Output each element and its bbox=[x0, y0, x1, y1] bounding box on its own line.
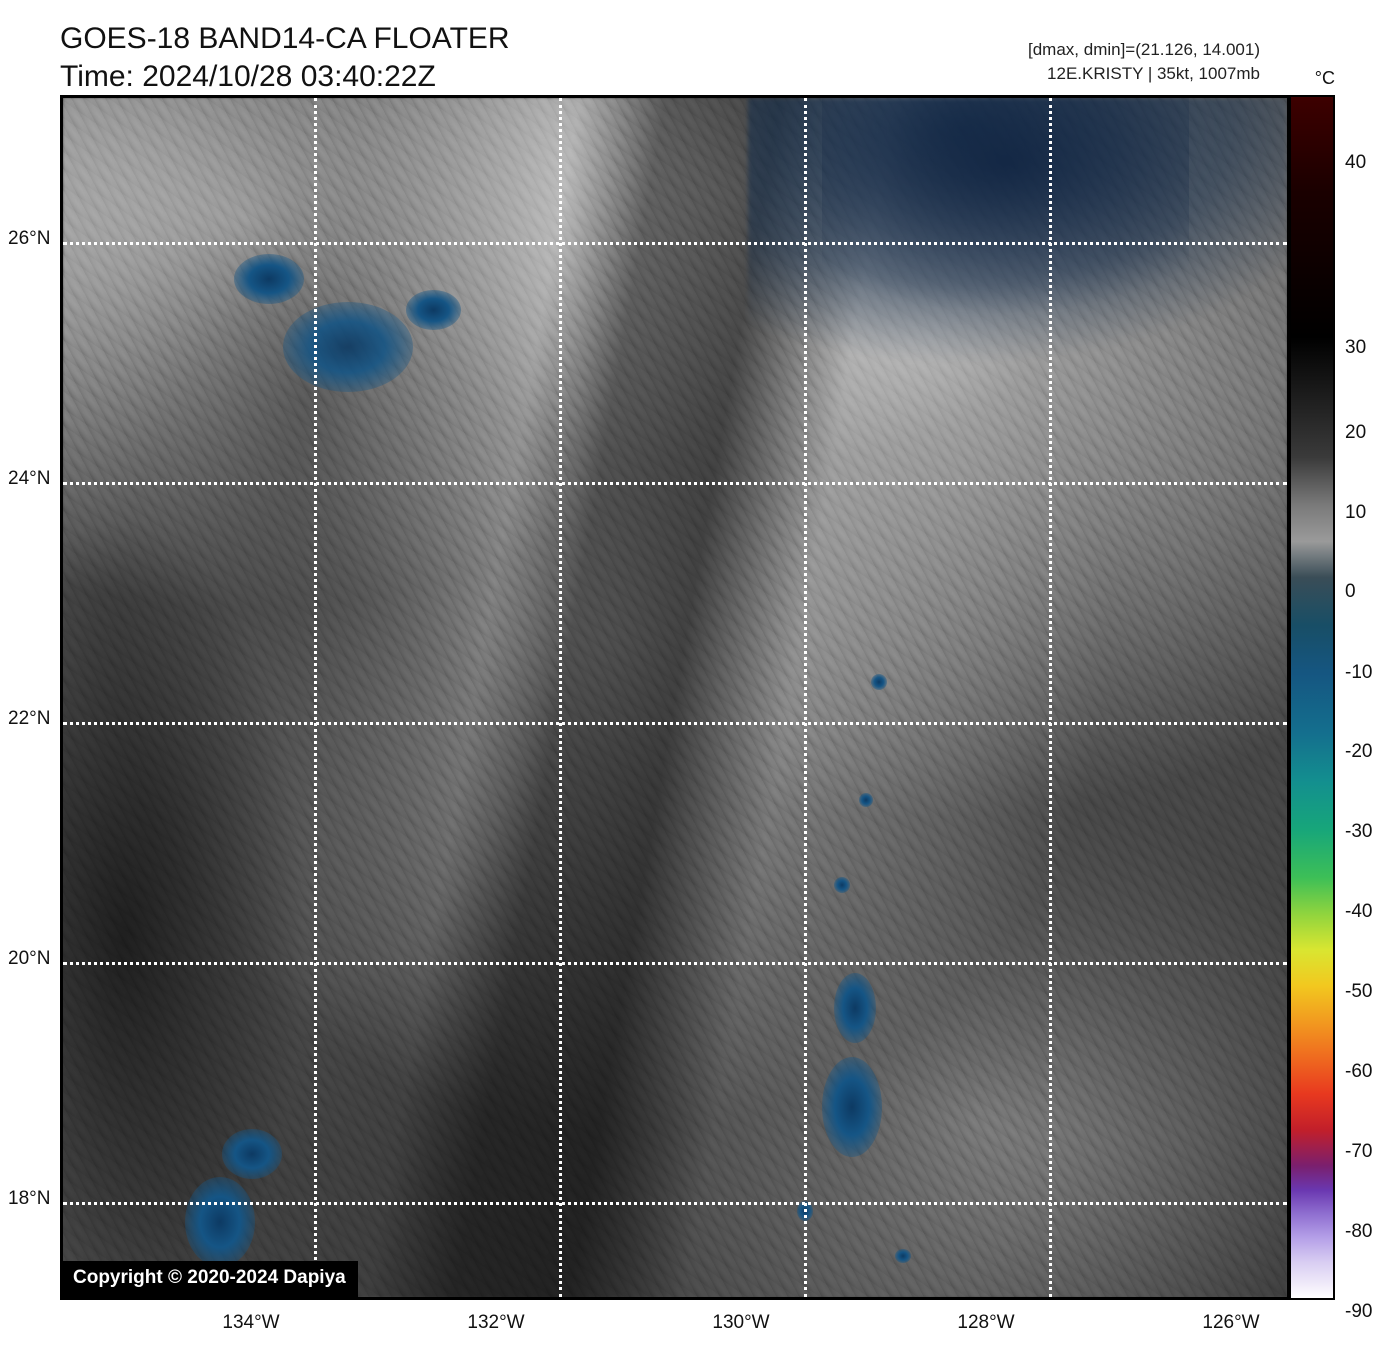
cb-tick-neg80: -80 bbox=[1345, 1221, 1372, 1243]
lon-label-134w: 134°W bbox=[222, 1312, 279, 1334]
lat-label-20n: 20°N bbox=[8, 948, 50, 970]
lon-label-130w: 130°W bbox=[712, 1312, 769, 1334]
dmax-dmin-text: [dmax, dmin]=(21.126, 14.001) bbox=[1028, 38, 1260, 62]
eye-cold-cloud-patch bbox=[822, 1057, 882, 1157]
gridline-lat-18n bbox=[63, 1202, 1287, 1205]
satellite-image-panel[interactable]: Copyright © 2020-2024 Dapiya bbox=[60, 95, 1290, 1300]
cb-tick-30: 30 bbox=[1345, 337, 1366, 359]
title-line1: GOES-18 BAND14-CA FLOATER bbox=[60, 20, 510, 58]
gridline-lon-130w bbox=[804, 98, 807, 1297]
colorbar-container[interactable]: 40 30 20 10 0 -10 -20 -30 -40 -50 -60 -7… bbox=[1289, 95, 1335, 1300]
cb-tick-0: 0 bbox=[1345, 581, 1356, 603]
cb-tick-neg20: -20 bbox=[1345, 741, 1372, 763]
gridline-lon-134w bbox=[314, 98, 317, 1297]
gridline-lon-128w bbox=[1049, 98, 1052, 1297]
gridline-lat-24n bbox=[63, 482, 1287, 485]
copyright-badge: Copyright © 2020-2024 Dapiya bbox=[63, 1261, 358, 1297]
cold-cloud-patch bbox=[283, 302, 413, 392]
cb-tick-20: 20 bbox=[1345, 422, 1366, 444]
unit-label: °C bbox=[1315, 68, 1335, 89]
cb-tick-neg10: -10 bbox=[1345, 662, 1372, 684]
gridline-lat-26n bbox=[63, 242, 1287, 245]
gridline-lat-20n bbox=[63, 962, 1287, 965]
gridline-lat-22n bbox=[63, 722, 1287, 725]
cold-cloud-patch bbox=[185, 1177, 255, 1267]
cb-tick-40: 40 bbox=[1345, 152, 1366, 174]
storm-info-text: 12E.KRISTY | 35kt, 1007mb bbox=[1028, 62, 1260, 86]
cold-cloud-patch bbox=[859, 793, 873, 807]
lat-label-18n: 18°N bbox=[8, 1188, 50, 1210]
lon-label-126w: 126°W bbox=[1202, 1312, 1259, 1334]
cold-cloud-patch bbox=[406, 290, 461, 330]
cb-tick-10: 10 bbox=[1345, 502, 1366, 524]
cold-cloud-patch bbox=[222, 1129, 282, 1179]
lat-label-22n: 22°N bbox=[8, 708, 50, 730]
title-line2: Time: 2024/10/28 03:40:22Z bbox=[60, 60, 436, 94]
cb-tick-neg70: -70 bbox=[1345, 1141, 1372, 1163]
gridline-lon-132w bbox=[559, 98, 562, 1297]
cb-tick-neg60: -60 bbox=[1345, 1061, 1372, 1083]
lon-label-128w: 128°W bbox=[957, 1312, 1014, 1334]
cb-tick-neg40: -40 bbox=[1345, 901, 1372, 923]
lon-label-132w: 132°W bbox=[467, 1312, 524, 1334]
cold-cloud-patch bbox=[871, 674, 887, 690]
lat-label-24n: 24°N bbox=[8, 468, 50, 490]
storm-info-block: [dmax, dmin]=(21.126, 14.001) 12E.KRISTY… bbox=[1028, 38, 1260, 86]
cb-tick-neg50: -50 bbox=[1345, 981, 1372, 1003]
colorbar-gradient bbox=[1289, 95, 1335, 1300]
lat-label-26n: 26°N bbox=[8, 228, 50, 250]
satellite-floater-window: GOES-18 BAND14-CA FLOATER Time: 2024/10/… bbox=[0, 0, 1390, 1359]
eye-cold-cloud-patch bbox=[834, 973, 876, 1043]
cb-tick-neg30: -30 bbox=[1345, 821, 1372, 843]
cold-cloud-region-topright-inner bbox=[822, 98, 1189, 314]
cb-tick-neg90: -90 bbox=[1345, 1301, 1372, 1323]
cold-cloud-patch bbox=[234, 254, 304, 304]
